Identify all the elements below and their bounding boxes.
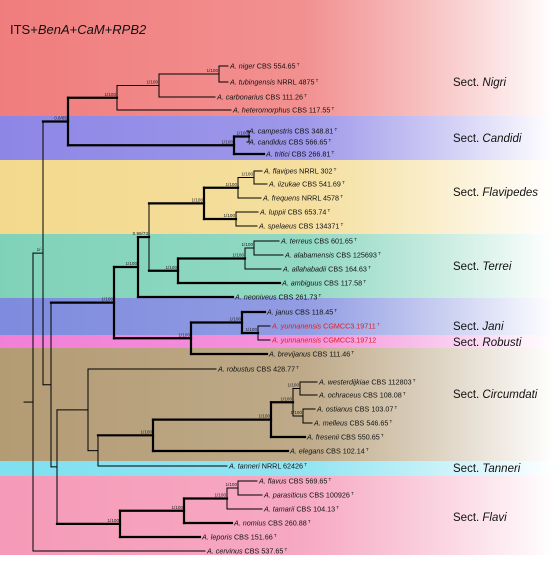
support-value: 1/100 bbox=[141, 429, 153, 434]
support-values: 1/100 1/100 1/100 1/100 1/100 0.8/85 1/100 1/10… bbox=[37, 68, 303, 523]
figure-title: ITS+BenA+CaM+RPB2 bbox=[10, 22, 147, 37]
taxon-label-westerdijkiae: A. westerdijkiae CBS 112803 T bbox=[318, 378, 416, 387]
support-value: 1/100 bbox=[215, 493, 227, 498]
support-value: 1/- bbox=[37, 247, 43, 252]
section-band-jani bbox=[0, 298, 554, 335]
section-label-flavipedes: Sect. Flavipedes bbox=[453, 187, 538, 199]
support-value: 1/100 bbox=[230, 317, 242, 322]
taxon-label-candidus: A. candidus CBS 566.65 T bbox=[248, 138, 331, 147]
support-value: 1/100 bbox=[108, 518, 120, 523]
section-label-jani: Sect. Jani bbox=[453, 321, 504, 333]
taxon-label-tubingensis: A. tubingensis NRRL 4875 T bbox=[229, 78, 319, 87]
support-value: 1/100 bbox=[246, 327, 258, 332]
title-gene: BenA bbox=[38, 22, 70, 37]
taxon-label-nomius: A. nomius CBS 260.88 T bbox=[233, 519, 311, 528]
taxon-label-ostianus: A. ostianus CBS 103.07 T bbox=[316, 405, 397, 414]
taxon-label-terreus: A. terreus CBS 601.65 T bbox=[280, 237, 357, 246]
taxon-label-ambiguus: A. ambiguus CBS 117.58 T bbox=[281, 279, 366, 288]
support-value: 1/100 bbox=[242, 242, 254, 247]
taxon-label-frequens: A. frequens NRRL 4578 T bbox=[262, 194, 343, 203]
taxon-label-alabamensis: A. alabamensis CBS 125693 T bbox=[284, 251, 381, 260]
taxon-label-luppii: A. luppii CBS 653.74 T bbox=[259, 208, 331, 217]
support-value: 1/100 bbox=[222, 139, 234, 144]
tree-branches bbox=[23, 65, 318, 552]
section-label-nigri: Sect. Nigri bbox=[453, 77, 506, 89]
support-value: 1/100 bbox=[288, 383, 300, 388]
support-value: 1/100 bbox=[291, 410, 303, 415]
taxon-label-yunnanensis2: A. yunnanensis CGMCC3.19712 bbox=[271, 336, 376, 345]
taxon-label-yunnanensis1: A. yunnanensis CGMCC3.19711 T bbox=[271, 322, 380, 331]
taxon-label-niger: A. niger CBS 554.65 T bbox=[229, 62, 300, 71]
taxon-label-tritici: A. tritici CBS 266.81 T bbox=[265, 150, 334, 159]
support-value: 0.99/73 bbox=[133, 231, 149, 236]
taxon-label-flavus: A. flavus CBS 569.65 T bbox=[258, 477, 332, 486]
taxon-label-parasiticus: A. parasiticus CBS 100926 T bbox=[263, 491, 354, 500]
support-value: 1/100 bbox=[166, 265, 178, 270]
taxon-label-neoniveus: A. neoniveus CBS 261.73 T bbox=[234, 293, 321, 302]
title-gene: RPB2 bbox=[112, 22, 147, 37]
section-label-candidi: Sect. Candidi bbox=[453, 133, 522, 145]
support-value: 1/100 bbox=[224, 213, 236, 218]
section-band-candidi bbox=[0, 116, 554, 160]
title-separator: + bbox=[70, 22, 78, 37]
support-value: 1/100 bbox=[233, 253, 245, 258]
section-band-tanneri bbox=[0, 461, 554, 476]
title-separator: + bbox=[105, 22, 113, 37]
support-value: 1/100 bbox=[192, 197, 204, 202]
taxon-label-tamarii: A. tamarii CBS 104.13 T bbox=[263, 505, 339, 514]
support-value: 1/100 bbox=[242, 172, 254, 177]
taxon-label-iizukae: A. iizukae CBS 541.69 T bbox=[268, 180, 345, 189]
taxon-label-melleus: A. melleus CBS 546.65 T bbox=[313, 419, 392, 428]
section-label-tanneri: Sect. Tanneri bbox=[453, 463, 521, 475]
taxon-label-robustus: A. robustus CBS 428.77 T bbox=[217, 365, 299, 374]
support-value: 1/100 bbox=[259, 414, 271, 419]
support-value: 1/100 bbox=[281, 396, 293, 401]
taxon-label-campestris: A. campestris CBS 348.81 T bbox=[248, 127, 337, 136]
support-value: 1/100 bbox=[147, 80, 159, 85]
taxon-label-flavipes: A. flavipes NRRL 302 T bbox=[263, 167, 337, 176]
support-value: 1/100 bbox=[179, 332, 191, 337]
title-gene: CaM bbox=[77, 22, 105, 37]
support-value: 1/100 bbox=[226, 182, 238, 187]
section-label-robusti: Sect. Robusti bbox=[453, 337, 522, 349]
taxon-label-allahabadii: A. allahabadii CBS 164.63 T bbox=[282, 265, 371, 274]
taxon-label-tanneri: A. tanneri NRRL 62426 T bbox=[228, 462, 307, 471]
support-value: 1/100 bbox=[105, 92, 117, 97]
taxon-label-janus: A. janus CBS 118.45 T bbox=[266, 308, 337, 317]
support-value: 1/100 bbox=[126, 261, 138, 266]
taxon-label-heteromorphus: A. heteromorphus CBS 117.55 T bbox=[232, 106, 335, 115]
taxon-label-spelaeus: A. spelaeus CBS 134371 T bbox=[258, 222, 343, 231]
section-band-terrei bbox=[0, 234, 554, 298]
taxon-label-brevijanus: A. brevijanus CBS 111.46 T bbox=[268, 350, 354, 359]
section-band-flavi bbox=[0, 476, 554, 555]
taxon-label-ochraceus: A. ochraceus CBS 108.08 T bbox=[318, 391, 406, 400]
section-band-flavipedes bbox=[0, 160, 554, 234]
taxon-label-cervinus: A. cervinus CBS 537.65 T bbox=[206, 547, 287, 556]
taxon-label-carbonarius: A. carbonarius CBS 111.26 T bbox=[216, 93, 307, 102]
title-prefix: ITS+ bbox=[10, 22, 38, 37]
taxon-label-fresenii: A. fresenii CBS 550.65 T bbox=[306, 433, 384, 442]
support-value: 1/100 bbox=[207, 68, 219, 73]
support-value: 1/100 bbox=[102, 297, 114, 302]
support-value: 1/100 bbox=[226, 482, 238, 487]
taxon-labels: A. niger CBS 554.65 T A. tubingensis NRRL… bbox=[201, 62, 416, 556]
support-value: 0.8/85 bbox=[54, 116, 67, 121]
taxon-label-elegans: A. elegans CBS 102.14 T bbox=[289, 447, 369, 456]
section-label-terrei: Sect. Terrei bbox=[453, 261, 512, 273]
section-labels: Sect. Nigri Sect. Candidi Sect. Flavipedes… bbox=[453, 77, 538, 524]
support-value: 1/100 bbox=[172, 505, 184, 510]
section-label-flavi: Sect. Flavi bbox=[453, 512, 507, 524]
section-band-circumdati bbox=[0, 348, 554, 461]
support-value: 1/100 bbox=[237, 131, 249, 136]
taxon-label-leporis: A. leporis CBS 151.66 T bbox=[201, 533, 277, 542]
section-label-circumdati: Sect. Circumdati bbox=[453, 389, 538, 401]
